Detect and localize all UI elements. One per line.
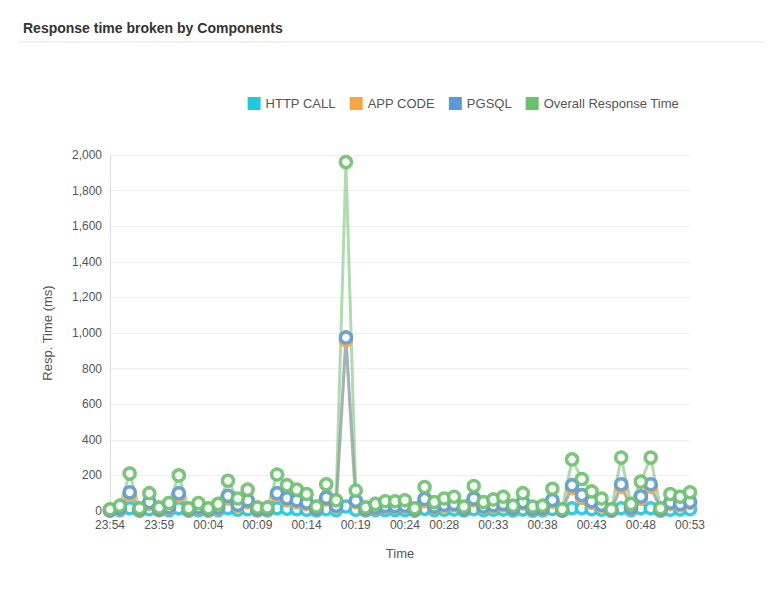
svg-text:00:19: 00:19 [341,518,371,532]
svg-text:00:24: 00:24 [390,518,420,532]
svg-text:00:53: 00:53 [675,518,705,532]
svg-text:00:14: 00:14 [292,518,322,532]
svg-text:Time: Time [386,546,414,561]
svg-text:600: 600 [82,397,102,411]
svg-text:1,000: 1,000 [72,326,102,340]
svg-text:00:28: 00:28 [429,518,459,532]
svg-text:00:33: 00:33 [478,518,508,532]
svg-text:0: 0 [95,504,102,518]
svg-text:2,000: 2,000 [72,148,102,162]
svg-text:00:38: 00:38 [528,518,558,532]
svg-text:400: 400 [82,433,102,447]
svg-text:Overall Response Time: Overall Response Time [544,96,679,111]
svg-text:00:43: 00:43 [577,518,607,532]
svg-text:1,200: 1,200 [72,290,102,304]
svg-text:HTTP CALL: HTTP CALL [266,96,336,111]
svg-text:1,800: 1,800 [72,184,102,198]
svg-text:00:04: 00:04 [193,518,223,532]
svg-text:00:48: 00:48 [626,518,656,532]
svg-text:1,400: 1,400 [72,255,102,269]
svg-text:Resp. Time (ms): Resp. Time (ms) [40,285,55,380]
svg-text:APP CODE: APP CODE [368,96,435,111]
svg-text:00:09: 00:09 [242,518,272,532]
svg-text:800: 800 [82,362,102,376]
svg-text:PGSQL: PGSQL [467,96,512,111]
svg-text:23:59: 23:59 [144,518,174,532]
svg-text:200: 200 [82,468,102,482]
svg-text:Response time broken by Compon: Response time broken by Components [23,20,283,36]
svg-text:1,600: 1,600 [72,219,102,233]
svg-text:23:54: 23:54 [95,518,125,532]
